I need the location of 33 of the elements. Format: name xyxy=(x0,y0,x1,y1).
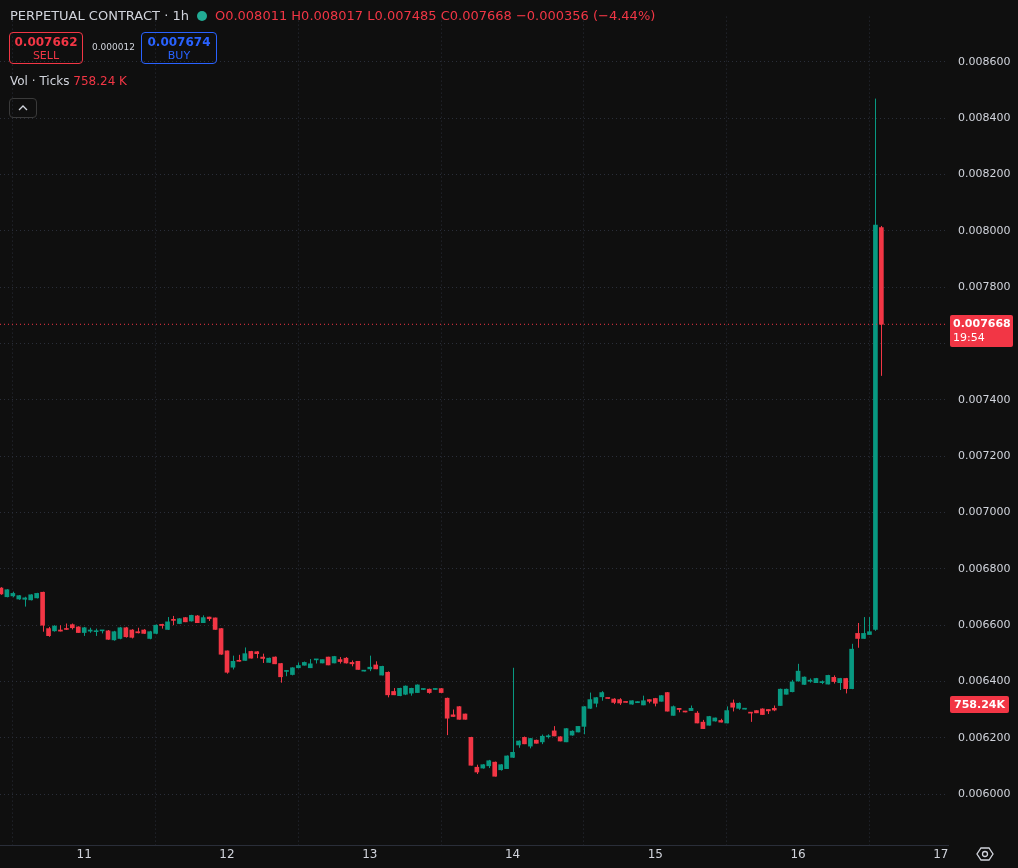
y-tick-label: 0.008600 xyxy=(958,54,1011,68)
y-tick-label: 0.008200 xyxy=(958,167,1011,181)
y-tick-label: 0.006000 xyxy=(958,787,1011,801)
x-tick-label: 15 xyxy=(647,847,663,862)
y-tick-label: 0.007000 xyxy=(958,505,1011,519)
ref-line-label: 0.007668 xyxy=(953,317,1011,332)
x-tick-label: 13 xyxy=(362,847,378,862)
annotation: 0.007662 xyxy=(13,35,79,49)
y-tick-label: 0.007800 xyxy=(958,279,1011,293)
y-tick-label: 0.007200 xyxy=(958,449,1011,463)
y-tick-label: 0.006200 xyxy=(958,730,1011,744)
y-tick-label: 0.006400 xyxy=(958,674,1011,688)
annotation: Vol · Ticks xyxy=(10,74,70,88)
annotation: 0.000012 xyxy=(92,42,135,52)
y-tick-label: 0.006800 xyxy=(958,561,1011,575)
annotation: 0.007674 xyxy=(146,35,212,49)
text: 19:54 xyxy=(953,331,986,346)
x-tick-label: 12 xyxy=(219,847,235,862)
y-tick-label: 0.008400 xyxy=(958,110,1011,124)
annotation: SELL xyxy=(31,49,61,63)
annotation: BUY xyxy=(166,49,192,63)
text: 758.24K xyxy=(950,696,1009,713)
candlestick xyxy=(855,622,860,649)
x-tick-label: 16 xyxy=(790,847,806,862)
annotation: O0.008011 H0.008017 L0.007485 C0.007668 −0.000356 (−4.44%) xyxy=(214,8,656,23)
y-tick-label: 0.006600 xyxy=(958,618,1011,632)
x-tick-label: 17 xyxy=(933,847,949,862)
y-tick-label: 0.007400 xyxy=(958,392,1011,406)
x-tick-label: 11 xyxy=(76,847,92,862)
x-tick-label: 14 xyxy=(504,847,521,862)
y-tick-label: 0.008000 xyxy=(958,223,1011,237)
annotation: 758.24 K xyxy=(73,74,127,88)
chart-title: PERPETUAL CONTRACT · 1h xyxy=(10,8,189,23)
